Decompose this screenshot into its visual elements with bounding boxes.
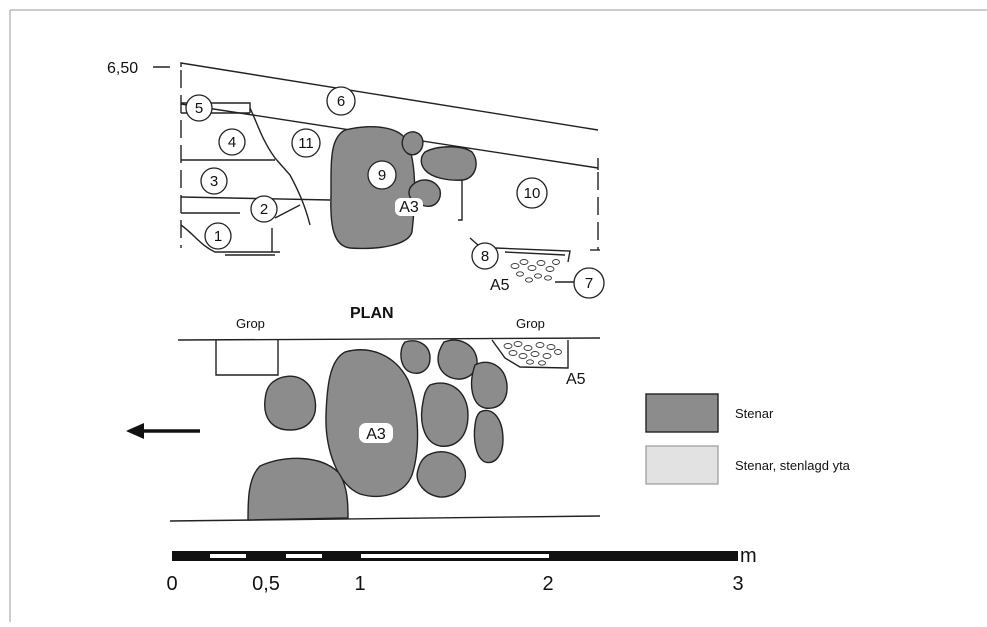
scale-unit: m [740,545,757,567]
layer-8-line-lower [504,251,566,256]
section-number-2: 2 [250,195,278,223]
svg-text:2: 2 [260,201,268,218]
svg-text:8: 8 [481,248,489,265]
svg-text:10: 10 [524,185,541,202]
grop-right-label: Grop [516,316,545,331]
section-number-8: 8 [471,242,499,270]
a5-top-label: A5 [490,277,510,294]
plan-grop-left [215,340,279,376]
a5-plan-label: A5 [566,371,586,388]
scale-bar-gap-1 [210,554,246,558]
plan-drawing: PLAN Grop Grop A5 [126,305,601,522]
plan-grop-right [491,339,569,369]
scale-tick-0-5: 0,5 [252,573,280,595]
scale-bar-gap-3 [361,554,549,558]
scale-tick-0: 0 [166,573,177,595]
section-number-3: 3 [200,167,228,195]
svg-text:4: 4 [228,134,236,151]
svg-text:7: 7 [585,275,593,292]
svg-text:11: 11 [298,135,314,152]
legend-swatch-stones [645,393,719,433]
legend-swatch-paved [645,445,719,485]
layer-11-boundary [249,107,311,226]
section-number-10: 10 [516,177,548,209]
svg-text:9: 9 [378,167,386,184]
plan-title: PLAN [350,305,394,322]
section-number-6: 6 [326,86,356,116]
layer-8-line [494,247,571,263]
a3-top-label-bg [395,198,423,216]
plan-stone-mid [420,382,469,447]
svg-text:1: 1 [214,228,222,245]
scale-tick-2: 2 [542,573,553,595]
plan-stone-right-2 [473,409,504,464]
scale-bar-gap-2 [286,554,322,558]
scale-bar: m 0 0,5 1 2 3 [166,545,756,595]
elevation-label: 6,50 [107,60,138,77]
plan-stone-lower [416,451,467,498]
plan-stone-top-2 [437,339,478,380]
arrow-left-icon [126,423,200,439]
a3-plan-label: A3 [366,426,386,443]
layer-8-tick [469,237,479,246]
svg-text:6: 6 [337,93,345,110]
pit-edge-right [455,179,463,221]
plan-stone-bottom-left [247,457,349,521]
legend-label-stones: Stenar [735,406,774,421]
a3-plan-label-bg [359,423,393,443]
section-stone-small [401,131,424,156]
section-pebbles-a5 [510,259,560,283]
section-number-5: 5 [185,94,213,122]
plan-stone-top-1 [400,340,431,374]
top-slope-line [180,62,599,131]
grop-left-label: Grop [236,316,265,331]
section-number-11: 11 [291,128,321,158]
section-stone-a3 [330,126,416,250]
svg-text:5: 5 [195,100,203,117]
scale-tick-3: 3 [732,573,743,595]
plan-pebbles-a5 [503,341,562,366]
layer-1-boundary [180,224,280,253]
section-number-9: 9 [367,160,397,190]
section-drawing: 6,50 [107,60,605,299]
section-number-1: 1 [204,222,232,250]
layer-2-line-b [274,204,301,219]
section-number-4: 4 [218,128,246,156]
plan-stone-right-1 [470,361,508,409]
scale-tick-1: 1 [354,573,365,595]
section-number-7: 7 [573,267,605,299]
section-stone-right [420,146,477,181]
legend-label-paved: Stenar, stenlagd yta [735,458,851,473]
plan-stone-left [264,375,317,431]
a3-top-label: A3 [399,199,419,216]
legend: Stenar Stenar, stenlagd yta [645,393,851,485]
svg-text:3: 3 [210,173,218,190]
plan-top-edge [177,337,601,341]
plan-bottom-edge [169,515,601,522]
